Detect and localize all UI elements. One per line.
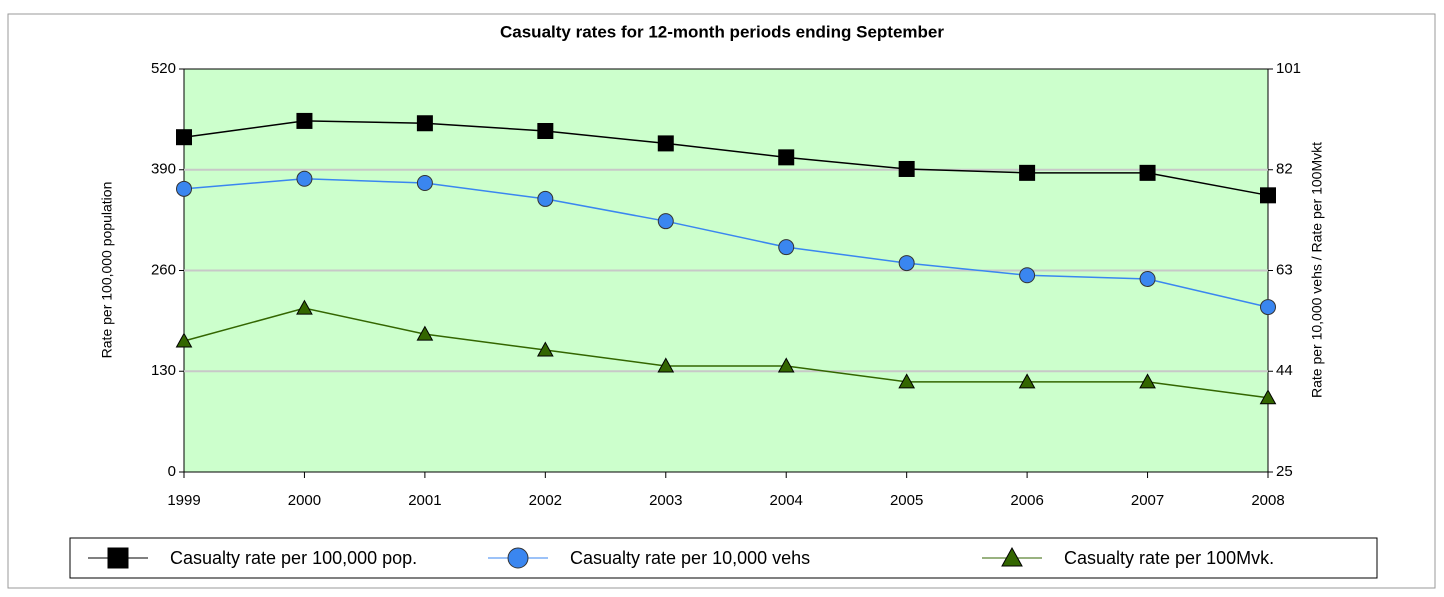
marker-square xyxy=(657,135,674,152)
x-tick-label: 2005 xyxy=(890,492,923,509)
legend xyxy=(69,537,1378,579)
marker-triangle xyxy=(898,373,916,389)
marker-triangle xyxy=(1259,389,1277,405)
y2-tick-label: 44 xyxy=(1276,362,1293,379)
marker-circle xyxy=(296,170,313,187)
x-tick-label: 2006 xyxy=(1010,492,1043,509)
marker-triangle xyxy=(536,341,554,357)
x-tick-label: 2002 xyxy=(529,492,562,509)
y-tick-label: 260 xyxy=(151,261,176,278)
marker-circle xyxy=(1260,299,1276,316)
marker-circle xyxy=(657,213,674,230)
x-tick-label: 2001 xyxy=(408,492,441,509)
y-tick-label: 390 xyxy=(151,161,176,178)
marker-triangle xyxy=(296,299,313,315)
marker-circle xyxy=(1019,267,1036,284)
marker-triangle xyxy=(1139,373,1156,389)
marker-square xyxy=(898,160,915,177)
marker-triangle xyxy=(777,357,795,373)
y-tick-label: 520 xyxy=(151,60,176,77)
x-tick-label: 2000 xyxy=(288,492,321,509)
series-line xyxy=(183,120,1269,197)
marker-triangle xyxy=(416,325,434,341)
y2-tick-label: 101 xyxy=(1276,60,1301,77)
y-tick-label: 0 xyxy=(168,463,176,480)
y2-tick-label: 82 xyxy=(1276,161,1293,178)
marker-circle xyxy=(176,180,192,197)
marker-circle xyxy=(537,190,554,207)
marker-square xyxy=(778,149,795,166)
marker-square xyxy=(1019,164,1036,181)
y2-axis-label: Rate per 10,000 vehs / Rate per 100Mvkt xyxy=(1309,142,1325,398)
marker-square xyxy=(1260,187,1276,204)
chart-title: Casualty rates for 12-month periods endi… xyxy=(500,22,944,41)
y-tick-label: 130 xyxy=(151,362,176,379)
marker-square xyxy=(296,112,313,129)
marker-triangle xyxy=(175,332,193,348)
legend-label: Casualty rate per 100Mvk. xyxy=(1064,548,1274,568)
marker-circle xyxy=(1139,270,1156,287)
marker-circle xyxy=(507,547,529,569)
marker-triangle xyxy=(1018,373,1036,389)
marker-triangle xyxy=(657,357,675,373)
marker-circle xyxy=(778,239,795,256)
marker-circle xyxy=(898,255,915,272)
x-tick-label: 1999 xyxy=(167,492,200,509)
x-tick-label: 2003 xyxy=(649,492,682,509)
y2-tick-label: 63 xyxy=(1276,261,1293,278)
marker-square xyxy=(176,129,192,146)
marker-square xyxy=(1139,164,1156,181)
marker-circle xyxy=(416,175,433,192)
x-tick-label: 2004 xyxy=(770,492,803,509)
legend-label: Casualty rate per 10,000 vehs xyxy=(570,548,810,568)
legend-label: Casualty rate per 100,000 pop. xyxy=(170,548,417,568)
y2-tick-label: 25 xyxy=(1276,463,1293,480)
series-line xyxy=(183,178,1269,308)
marker-triangle xyxy=(1001,546,1023,567)
y-axis-label: Rate per 100,000 population xyxy=(99,182,115,359)
x-tick-label: 2008 xyxy=(1251,492,1284,509)
marker-square xyxy=(537,123,554,139)
x-tick-label: 2007 xyxy=(1131,492,1164,509)
marker-square xyxy=(107,547,129,569)
series-line xyxy=(183,307,1269,399)
marker-square xyxy=(416,115,433,132)
